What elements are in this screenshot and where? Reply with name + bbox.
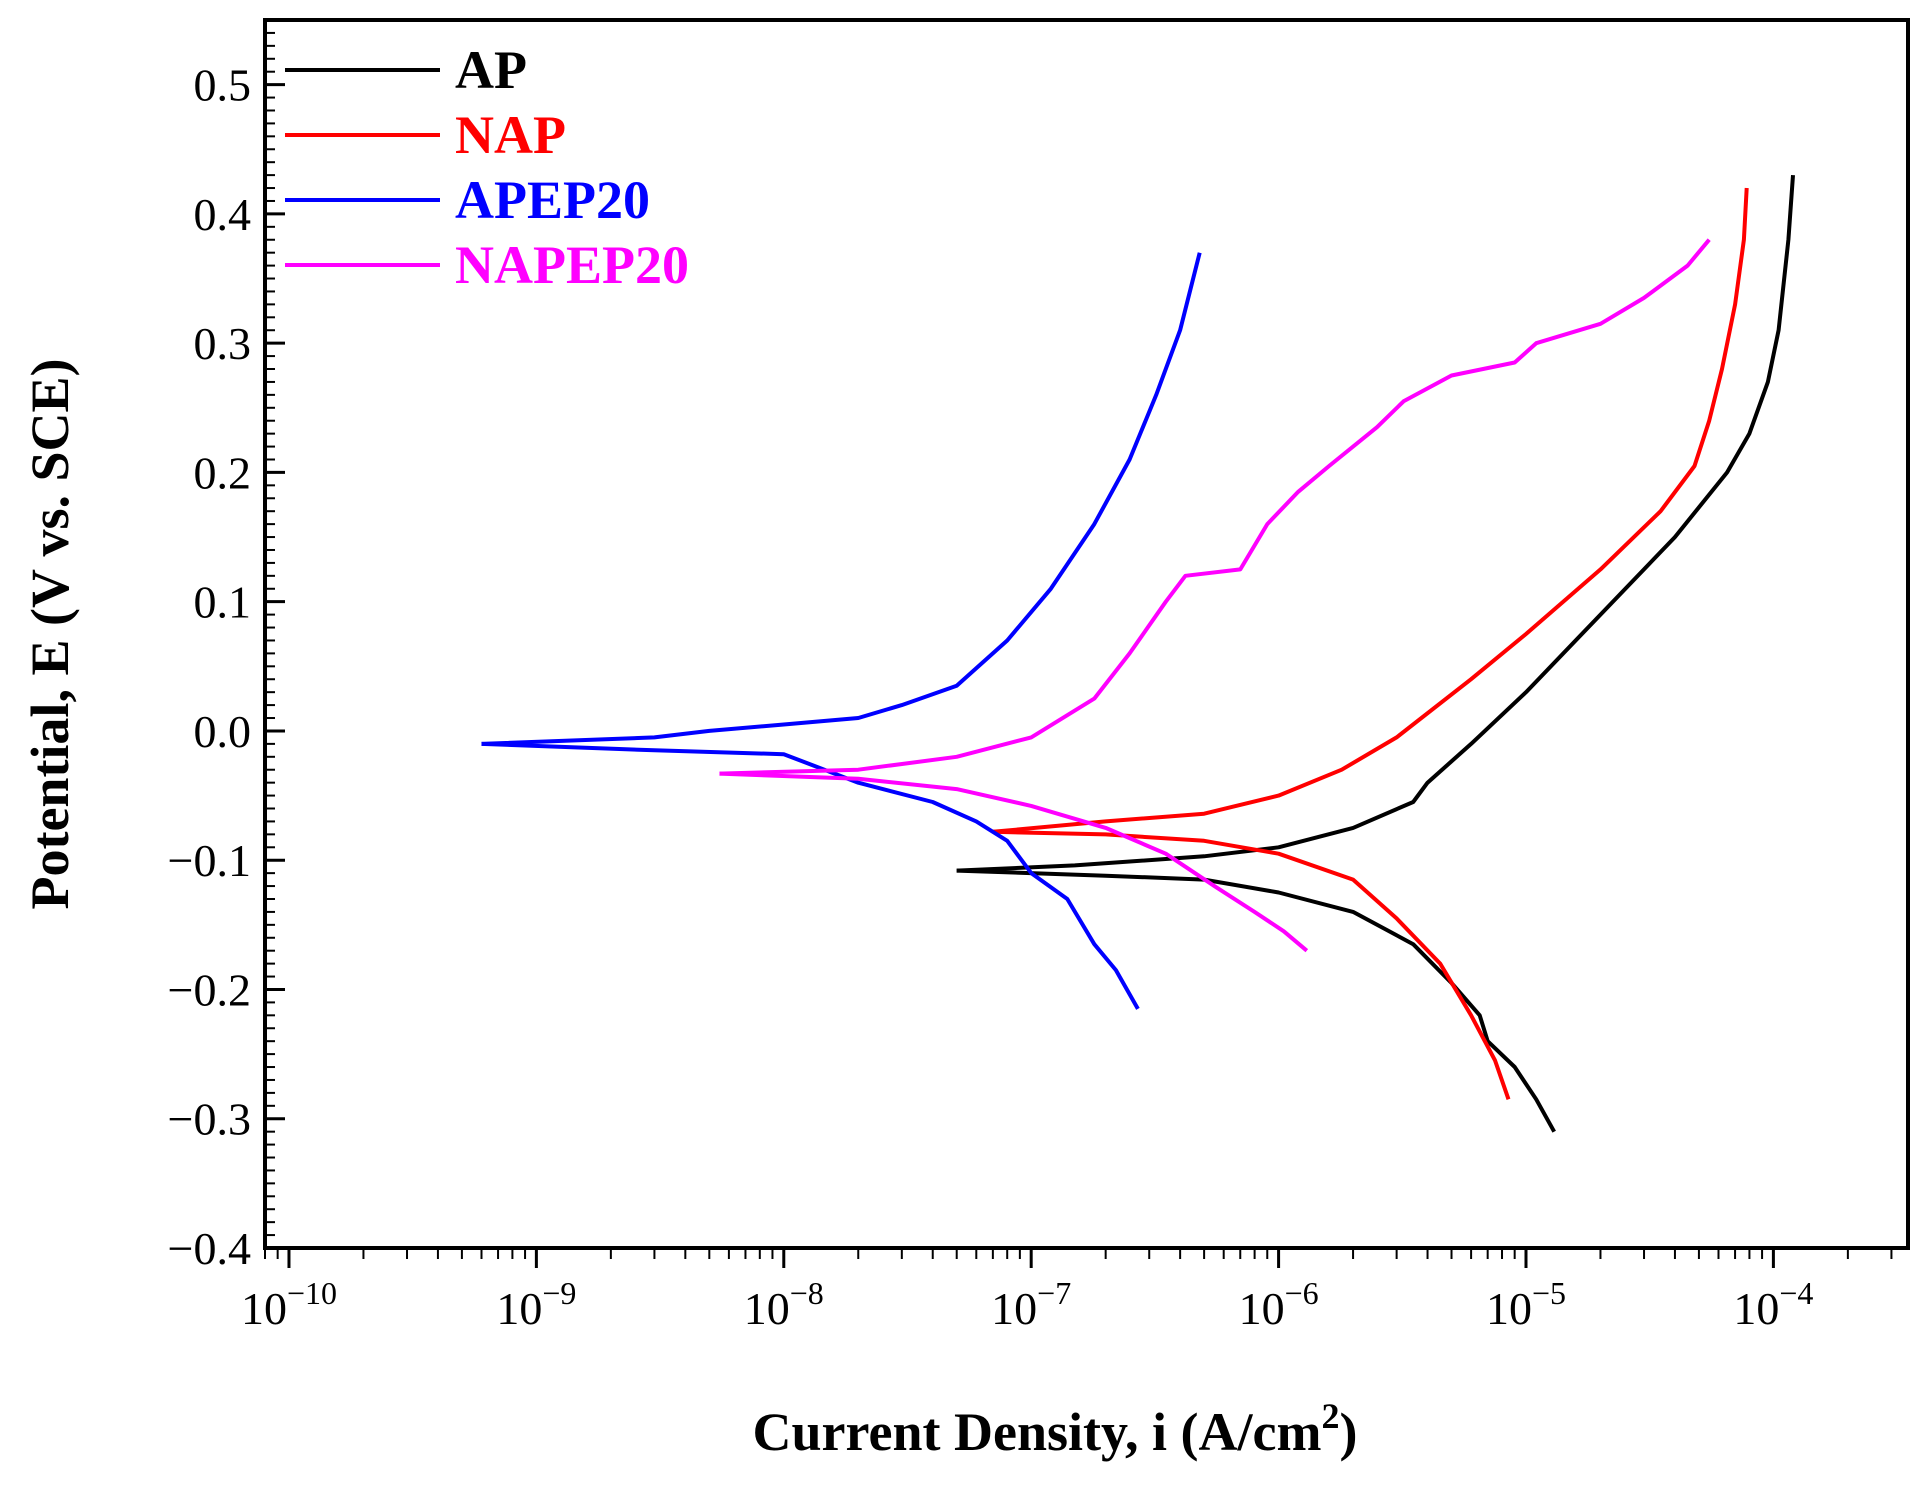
y-tick-label: 0.1	[194, 577, 252, 628]
x-axis-title-main: Current Density, i (A/cm	[753, 1402, 1322, 1462]
y-tick-label: −0.1	[168, 835, 251, 886]
y-tick-label: 0.2	[194, 447, 252, 498]
x-tick-base: 10	[496, 1283, 542, 1334]
x-tick-base: 10	[1486, 1283, 1532, 1334]
y-tick-labels: −0.4 −0.3 −0.2 −0.1 0.0 0.1 0.2 0.3 0.4 0.5	[168, 60, 251, 1274]
y-tick-label: −0.3	[168, 1094, 251, 1145]
x-axis-title: Current Density, i (A/cm2)	[753, 1396, 1358, 1462]
x-tick-base: 10	[1239, 1283, 1285, 1334]
y-tick-label: 0.4	[194, 189, 252, 240]
x-tick-exp: −10	[287, 1275, 337, 1311]
x-tick-labels: 10−10 10−9 10−8 10−7 10−6 10−5 10−4	[241, 1275, 1813, 1334]
x-tick-base: 10	[744, 1283, 790, 1334]
x-tick-base: 10	[241, 1283, 287, 1334]
x-tick-exp: −8	[790, 1275, 824, 1311]
legend-label-nap: NAP	[455, 105, 566, 165]
y-tick-label: 0.0	[194, 706, 252, 757]
x-tick-label: 10−9	[496, 1275, 576, 1334]
axis-ticks	[264, 19, 1893, 1268]
x-tick-label: 10−4	[1733, 1275, 1813, 1334]
x-tick-label: 10−10	[241, 1275, 337, 1334]
x-tick-exp: −6	[1285, 1275, 1319, 1311]
series-ap-cathodic-line	[956, 868, 1556, 1133]
y-tick-label: 0.5	[194, 60, 252, 111]
legend-label-napep20: NAPEP20	[455, 235, 689, 295]
y-tick-label: −0.2	[168, 964, 251, 1015]
x-tick-exp: −9	[542, 1275, 576, 1311]
x-tick-base: 10	[991, 1283, 1037, 1334]
y-tick-label: −0.4	[168, 1223, 251, 1274]
x-tick-label: 10−5	[1486, 1275, 1566, 1334]
series-apep20-cathodic-line	[481, 741, 1140, 1010]
x-tick-label: 10−6	[1239, 1275, 1319, 1334]
x-tick-exp: −4	[1779, 1275, 1813, 1311]
series-nap-anodic-line	[992, 187, 1749, 834]
series-apep20-anodic-line	[481, 252, 1202, 746]
series-napep20-cathodic-line	[719, 771, 1309, 953]
plot-frame	[263, 18, 1910, 1250]
x-axis-title-sup: 2	[1321, 1396, 1339, 1436]
y-tick-label: 0.3	[194, 318, 252, 369]
legend-label-apep20: APEP20	[455, 170, 650, 230]
series-napep20-anodic-line	[719, 238, 1711, 776]
y-axis-title: Potential, E (V vs. SCE)	[20, 358, 80, 909]
x-axis-title-suffix: )	[1339, 1402, 1357, 1462]
legend-label-ap: AP	[455, 40, 527, 100]
series-lines	[481, 174, 1795, 1133]
x-tick-label: 10−7	[991, 1275, 1071, 1334]
x-tick-exp: −7	[1037, 1275, 1071, 1311]
x-tick-base: 10	[1733, 1283, 1779, 1334]
x-tick-label: 10−8	[744, 1275, 824, 1334]
series-nap-cathodic-line	[992, 829, 1511, 1100]
x-tick-exp: −5	[1532, 1275, 1566, 1311]
